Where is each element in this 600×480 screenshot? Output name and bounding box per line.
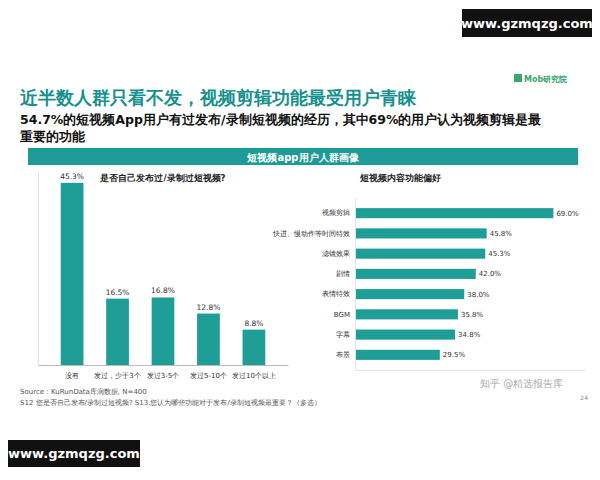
bar <box>355 330 455 340</box>
tick: 视频剪辑 <box>322 209 350 217</box>
data-label: 45.3% <box>488 250 511 258</box>
bar <box>355 350 440 360</box>
tick: 发过5-10个 <box>190 372 227 380</box>
tick-label: 快进、慢动作等时间特效 <box>272 230 350 238</box>
slide: www.gzmqzg.com Mob研究院近半数人群只看不发，视频剪辑功能最受用户… <box>0 0 600 480</box>
x-axis: 没有 发过，少于3个发过3-5个 发过5-10个发过10个以上 <box>39 366 289 380</box>
bar <box>355 269 476 279</box>
data-label: 16.5% <box>106 288 130 297</box>
data-label: 8.8% <box>244 319 263 328</box>
data-label: 38.0% <box>467 291 490 299</box>
bar <box>61 183 84 365</box>
data-label: 69.0% <box>556 210 579 218</box>
chart-right: 短视频内容功能偏好 69.0% 45.8% 45.3% 42.0% 38.0% 35.8% 3… <box>272 173 586 371</box>
banner: 短视频app用户人群画像 <box>246 152 359 163</box>
tick-label: 发过3-5个 <box>147 372 179 380</box>
tick-label: 没有 <box>65 372 79 380</box>
data-label: 12.8% <box>197 303 221 312</box>
bars <box>61 183 266 365</box>
data-label: 35.8% <box>461 311 484 319</box>
tick: 发过10个以上 <box>232 372 276 380</box>
tick-label: 发过，少于3个 <box>94 372 140 380</box>
bar <box>355 249 485 259</box>
url-box <box>462 9 592 37</box>
data-label: 16.8% <box>151 286 175 295</box>
title: 近半数人群只看不发，视频剪辑功能最受用户青睐 <box>19 87 417 108</box>
banner-box <box>28 148 578 165</box>
tick: 布景 <box>336 351 350 359</box>
url-bottom: www.gzmqzg.com <box>8 446 140 461</box>
tick-label: 布景 <box>336 351 350 359</box>
data-label: 45.3% <box>60 172 84 181</box>
tick: 发过3-5个 <box>147 372 179 380</box>
tick-label: 表情特效 <box>322 290 350 298</box>
tick-label: BGM <box>334 311 350 319</box>
source: Source：KuRunData库润数据, N=400 <box>20 388 147 396</box>
logo: Mob研究院 <box>524 75 567 84</box>
axis-line <box>355 199 356 371</box>
page-number: 24 <box>580 394 588 401</box>
tick: 没有 <box>65 372 79 380</box>
tick-label: 字幕 <box>336 331 350 339</box>
axis-line <box>356 370 586 371</box>
logo-icon <box>514 74 522 82</box>
y-axis <box>38 173 39 366</box>
bar <box>197 314 220 365</box>
bar <box>355 289 464 299</box>
tick-label: 滤镜效果 <box>322 250 350 258</box>
x-axis <box>356 370 586 371</box>
bar <box>355 309 458 319</box>
tick: 发过，少于3个 <box>94 372 140 380</box>
data-label: 29.5% <box>443 351 466 359</box>
bar <box>106 299 129 365</box>
data-label: 42.0% <box>479 270 502 278</box>
tick-label: 剧情 <box>336 270 350 278</box>
bar <box>152 297 175 365</box>
tick: 字幕 <box>336 331 350 339</box>
subtitle: 54.7%的短视频App用户有过发布/录制短视频的经历，其中69%的用户认为视频… <box>20 112 541 127</box>
axis-line <box>39 365 289 366</box>
axis-line <box>38 173 39 366</box>
bars <box>355 208 553 360</box>
subtitle: 重要的功能 <box>19 129 86 144</box>
y-axis: 视频剪辑快进、慢动作等时间特效滤镜效果剧情表情特效 BGM 字幕布景 <box>272 199 356 371</box>
url-box <box>8 440 140 467</box>
watermark: 知乎 @精选报告库 <box>480 378 563 389</box>
chart-title: 是否自己发布过/录制过短视频? <box>99 173 225 183</box>
tick: 表情特效 <box>322 290 350 298</box>
questions: S12 您是否自己发布/录制过短视频? S13.您认为哪些功能对于发布/录制短视… <box>20 399 321 407</box>
data-label: 34.8% <box>458 331 481 339</box>
bar <box>355 228 487 238</box>
chart-left: 是否自己发布过/录制过短视频? 45.3% 16.5% 16.8% 12.8% 8.8% 没… <box>39 172 289 380</box>
chart-title: 短视频内容功能偏好 <box>359 173 441 183</box>
tick-label: 发过10个以上 <box>232 372 276 380</box>
tick: 滤镜效果 <box>322 250 350 258</box>
tick-label: 视频剪辑 <box>322 209 350 217</box>
tick: 剧情 <box>336 270 350 278</box>
background <box>0 0 600 480</box>
url-top: www.gzmqzg.com <box>461 16 593 31</box>
tick: BGM <box>334 311 350 319</box>
bar <box>243 330 266 365</box>
data-label: 45.8% <box>490 230 513 238</box>
bar <box>355 208 553 218</box>
tick-label: 发过5-10个 <box>190 372 227 380</box>
tick: 快进、慢动作等时间特效 <box>272 230 350 238</box>
